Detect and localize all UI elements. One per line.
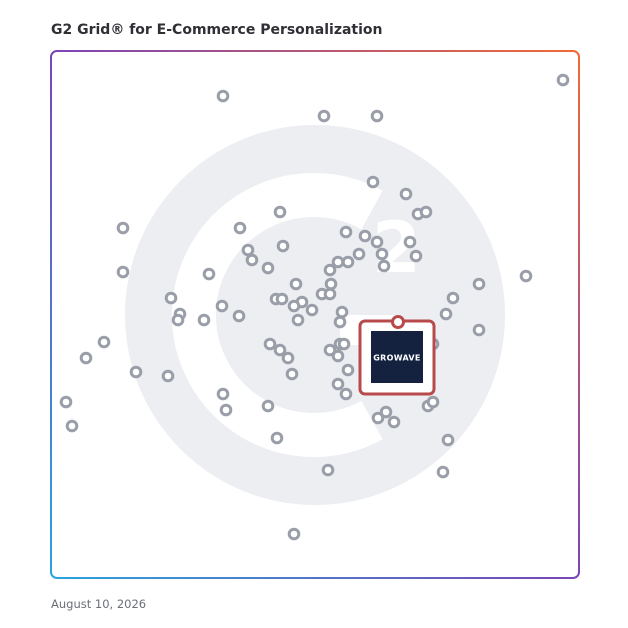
product-dot[interactable]	[59, 395, 73, 409]
logo-text: GROWAVE	[373, 354, 420, 363]
product-dot[interactable]	[161, 369, 175, 383]
product-dot[interactable]	[129, 365, 143, 379]
product-dot[interactable]	[276, 239, 290, 253]
product-dot[interactable]	[387, 415, 401, 429]
product-dot[interactable]	[519, 269, 533, 283]
product-dot[interactable]	[370, 109, 384, 123]
product-dot[interactable]	[233, 221, 247, 235]
product-dot[interactable]	[287, 527, 301, 541]
product-dot[interactable]	[379, 405, 393, 419]
product-dot[interactable]	[317, 109, 331, 123]
product-dot[interactable]	[333, 315, 347, 329]
product-dot[interactable]	[79, 351, 93, 365]
product-dot[interactable]	[261, 399, 275, 413]
product-dot[interactable]	[352, 247, 366, 261]
product-dot[interactable]	[358, 229, 372, 243]
product-dot[interactable]	[116, 221, 130, 235]
product-dot[interactable]	[472, 277, 486, 291]
svg-text:2: 2	[372, 207, 421, 289]
product-dot[interactable]	[556, 73, 570, 87]
product-dot[interactable]	[341, 255, 355, 269]
product-dot[interactable]	[446, 291, 460, 305]
product-dot[interactable]	[337, 337, 351, 351]
date: August 10, 2026	[51, 597, 146, 611]
product-dot[interactable]	[275, 292, 289, 306]
product-dot[interactable]	[245, 253, 259, 267]
product-dot[interactable]	[331, 255, 345, 269]
product-dot[interactable]	[261, 261, 275, 275]
product-dot[interactable]	[270, 431, 284, 445]
product-dot[interactable]	[273, 205, 287, 219]
product-dot[interactable]	[370, 235, 384, 249]
product-dot[interactable]	[436, 465, 450, 479]
product-dot[interactable]	[323, 287, 337, 301]
product-dot[interactable]	[472, 323, 486, 337]
product-dot[interactable]	[215, 299, 229, 313]
product-dot[interactable]	[375, 247, 389, 261]
product-dot[interactable]	[65, 419, 79, 433]
product-dot[interactable]	[321, 463, 335, 477]
product-dot[interactable]	[202, 267, 216, 281]
product-dot[interactable]	[403, 235, 417, 249]
product-dot[interactable]	[289, 277, 303, 291]
product-dot[interactable]	[335, 305, 349, 319]
product-dot[interactable]	[323, 343, 337, 357]
title: G2 Grid® for E-Commerce Personalization	[51, 22, 383, 38]
product-dot[interactable]	[409, 249, 423, 263]
product-dot[interactable]	[164, 291, 178, 305]
product-dot[interactable]	[324, 277, 338, 291]
product-dot[interactable]	[285, 367, 299, 381]
product-dot[interactable]	[323, 263, 337, 277]
product-dot[interactable]	[331, 349, 345, 363]
product-dot[interactable]	[216, 387, 230, 401]
product-dot[interactable]	[366, 175, 380, 189]
product-dot[interactable]	[291, 313, 305, 327]
product-dot[interactable]	[377, 259, 391, 273]
product-dot[interactable]	[241, 243, 255, 257]
highlight-dot	[391, 315, 405, 329]
product-dot[interactable]	[419, 205, 433, 219]
product-dot[interactable]	[197, 313, 211, 327]
product-dot[interactable]	[399, 187, 413, 201]
product-dot[interactable]	[339, 387, 353, 401]
highlight: GROWAVE	[358, 315, 436, 396]
product-dot[interactable]	[116, 265, 130, 279]
product-dot[interactable]	[331, 377, 345, 391]
product-dot[interactable]	[216, 89, 230, 103]
product-dot[interactable]	[371, 411, 385, 425]
product-dot[interactable]	[171, 313, 185, 327]
product-dot[interactable]	[341, 363, 355, 377]
product-dot[interactable]	[97, 335, 111, 349]
product-dot[interactable]	[273, 343, 287, 357]
product-dot[interactable]	[219, 403, 233, 417]
product-dot[interactable]	[439, 307, 453, 321]
product-dot[interactable]	[232, 309, 246, 323]
product-dot[interactable]	[263, 337, 277, 351]
product-dots	[59, 73, 570, 541]
product-dot[interactable]	[287, 299, 301, 313]
product-dot[interactable]	[305, 303, 319, 317]
product-dot[interactable]	[441, 433, 455, 447]
product-dot[interactable]	[426, 395, 440, 409]
product-dot[interactable]	[281, 351, 295, 365]
product-dot[interactable]	[339, 225, 353, 239]
